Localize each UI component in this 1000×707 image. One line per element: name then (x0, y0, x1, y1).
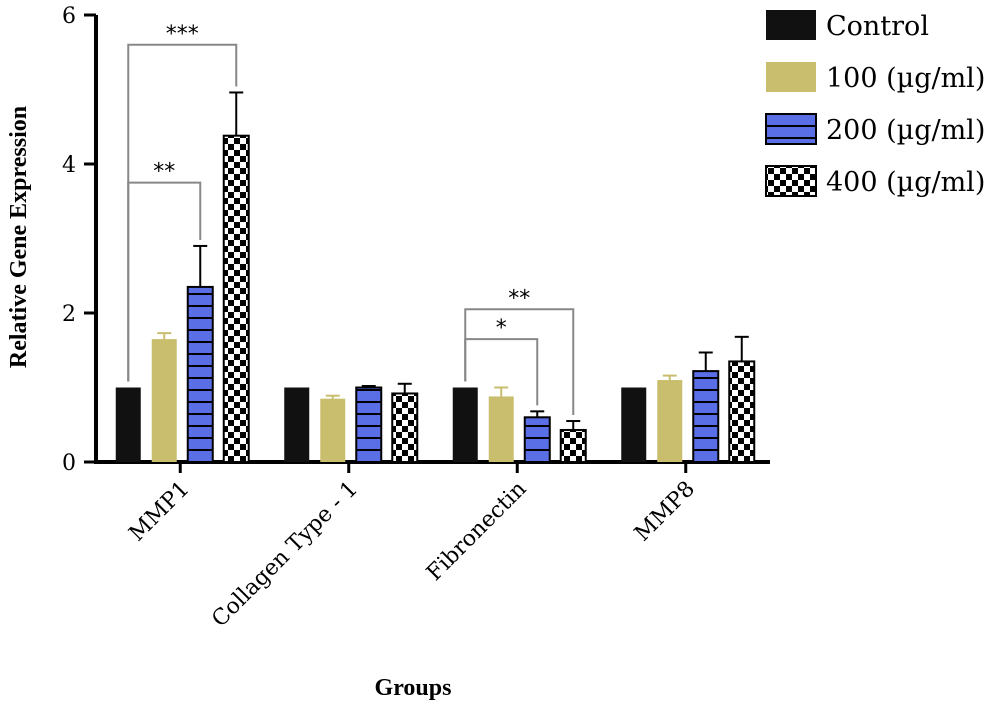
bar (151, 339, 177, 462)
category-label: Fibronectin (422, 477, 531, 586)
legend-label: Control (826, 11, 929, 42)
bar (391, 392, 419, 463)
x-axis-label: Groups (375, 675, 452, 701)
bar (488, 396, 514, 462)
bar (452, 387, 478, 462)
bar (657, 380, 683, 462)
legend-label: 100 (µg/ml) (826, 63, 985, 94)
y-axis-label: Relative Gene Expression (6, 106, 32, 368)
y-tick-label: 0 (62, 451, 76, 476)
category-label: Collagen Type - 1 (207, 477, 363, 633)
bars: MMP1 Collagen Type - 1 Fibronectin MMP8 (115, 91, 756, 633)
y-tick-label: 2 (62, 302, 76, 327)
bar (728, 360, 756, 463)
legend-label: 200 (µg/ml) (826, 115, 985, 146)
bar (523, 416, 551, 463)
legend: Control 100 (µg/ml) 200 (µg/ml) 400 (µg/ml) (765, 10, 985, 198)
bar (115, 387, 141, 462)
significance-bracket (127, 181, 202, 382)
y-tick-label: 4 (62, 153, 76, 178)
significance-bracket (464, 338, 539, 406)
category-label: MMP8 (630, 477, 700, 547)
bar (222, 134, 250, 463)
bar (284, 387, 310, 462)
legend-label: 400 (µg/ml) (826, 167, 985, 198)
bar (186, 285, 214, 463)
significance-bracket (464, 308, 575, 416)
legend-swatch (766, 62, 816, 92)
bar (621, 387, 647, 462)
significance-bracket (127, 43, 238, 382)
bar (320, 398, 346, 462)
bar (559, 428, 587, 463)
significance-brackets: ******** (127, 22, 575, 416)
significance-label: ** (153, 160, 175, 185)
significance-label: *** (166, 22, 199, 47)
y-tick-label: 6 (62, 4, 76, 29)
legend-swatch (765, 113, 817, 145)
bar (355, 386, 383, 463)
significance-label: ** (508, 286, 530, 311)
legend-swatch (765, 165, 817, 197)
significance-label: * (496, 316, 507, 341)
legend-swatch (766, 10, 816, 40)
category-label: MMP1 (125, 477, 195, 547)
bar (692, 370, 720, 463)
